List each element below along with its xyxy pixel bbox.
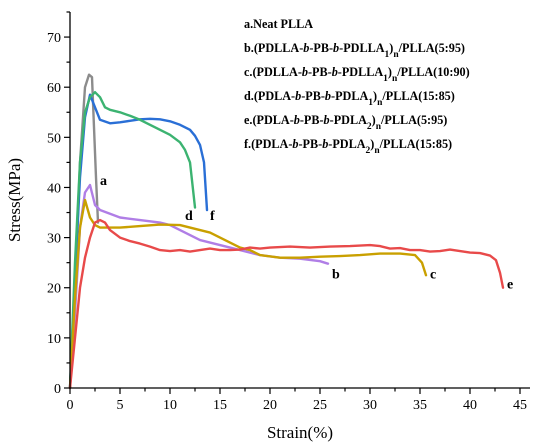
x-tick-label: 10 <box>163 398 177 413</box>
x-tick-label: 30 <box>363 398 377 413</box>
series-line-e <box>68 218 505 390</box>
y-tick-label: 30 <box>47 232 61 247</box>
series-line-d <box>68 91 197 390</box>
curve-label-layer: a b c d e f <box>100 174 513 293</box>
curve-label-f: f <box>210 209 215 224</box>
x-tick-label: 0 <box>67 398 74 413</box>
axes: 0 5 10 15 20 25 30 35 40 45 0 10 20 30 40 50 60 70 <box>47 11 530 413</box>
curve-label-d: d <box>185 209 193 224</box>
curve-label-c: c <box>430 268 436 283</box>
y-tick-label: 10 <box>47 332 61 347</box>
y-axis-title: Stress(MPa) <box>5 158 24 242</box>
x-axis-title: Strain(%) <box>267 423 333 442</box>
legend-entry-3: d.(PDLA-b-PB-b-PDLA1)n/PLLA(15:85) <box>244 89 455 108</box>
legend: a.Neat PLLA b.(PDLLA-b-PB-b-PDLLA1)n/PLLA… <box>244 17 470 156</box>
x-tick-label: 25 <box>313 398 327 413</box>
legend-entry-2: c.(PDLLA-b-PB-b-PDLLA1)n/PLLA(10:90) <box>244 65 470 84</box>
x-tick-label: 40 <box>463 398 477 413</box>
x-tick-label: 15 <box>213 398 227 413</box>
y-tick-label: 50 <box>47 131 61 146</box>
curve-label-e: e <box>507 278 513 293</box>
x-tick-label: 35 <box>413 398 427 413</box>
series-layer <box>68 73 505 390</box>
series-line-b <box>68 183 330 390</box>
x-tick-label: 45 <box>513 398 527 413</box>
curve-label-b: b <box>332 268 340 283</box>
legend-entry-1: b.(PDLLA-b-PB-b-PDLLA1)n/PLLA(5:95) <box>244 41 465 60</box>
series-line-f <box>68 93 209 390</box>
y-tick-label: 70 <box>47 31 61 46</box>
y-tick-label: 40 <box>47 181 61 196</box>
curve-label-a: a <box>100 174 107 189</box>
series-line-c <box>68 198 428 390</box>
legend-entry-0: a.Neat PLLA <box>244 17 313 31</box>
x-tick-label: 5 <box>117 398 124 413</box>
y-tick-label: 20 <box>47 282 61 297</box>
y-tick-label: 0 <box>54 382 61 397</box>
legend-entry-4: e.(PDLA-b-PB-b-PDLA2)n/PLLA(5:95) <box>244 113 447 132</box>
y-tick-label: 60 <box>47 81 61 96</box>
legend-entry-5: f.(PDLA-b-PB-b-PDLA2)n/PLLA(15:85) <box>244 137 452 156</box>
x-tick-label: 20 <box>263 398 277 413</box>
